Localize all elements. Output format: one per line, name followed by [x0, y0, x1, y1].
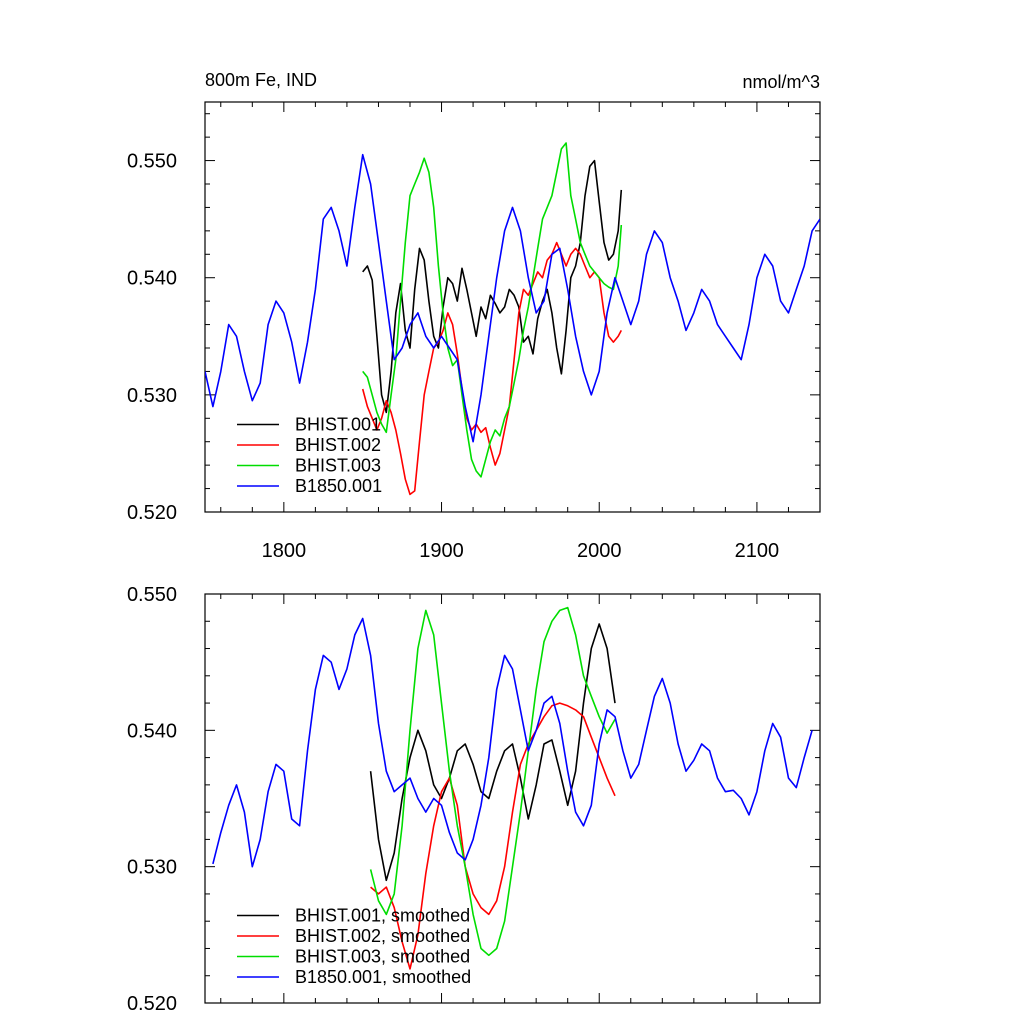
top-series-line-bhist-001 [362, 159, 623, 414]
top-plot-frame [204, 101, 821, 513]
bottom-y-tick-label: 0.530 [127, 857, 177, 879]
top-legend-label-bhist-002: BHIST.002 [295, 435, 381, 455]
bottom-legend-label-b1850-001-smoothed: B1850.001, smoothed [295, 967, 471, 987]
top-legend-label-bhist-001: BHIST.001 [295, 415, 381, 435]
top-legend-label-b1850-001: B1850.001 [295, 476, 382, 496]
bottom-y-tick-label: 0.520 [127, 993, 177, 1015]
top-x-tick-label: 2000 [577, 540, 622, 562]
top-x-tick-label: 2100 [735, 540, 780, 562]
top-x-tick-label: 1900 [419, 540, 464, 562]
bottom-series-line-bhist-003-smoothed [369, 606, 616, 957]
bottom-y-tick-label: 0.550 [127, 584, 177, 606]
bottom-plot-frame [204, 593, 821, 1004]
top-legend-label-bhist-003: BHIST.003 [295, 456, 381, 476]
bottom-legend-label-bhist-003-smoothed: BHIST.003, smoothed [295, 947, 470, 967]
bottom-legend-label-bhist-001-smoothed: BHIST.001, smoothed [295, 906, 470, 926]
bottom-series-line-b1850-001-smoothed [212, 617, 813, 868]
top-series-line-bhist-002 [361, 241, 623, 496]
bottom-y-tick-label: 0.540 [127, 720, 177, 742]
bottom-series-line-bhist-002-smoothed [370, 702, 616, 970]
top-y-tick-label: 0.550 [127, 151, 177, 173]
top-x-tick-label: 1800 [262, 540, 307, 562]
bottom-series-line-bhist-001-smoothed [369, 623, 616, 882]
top-chart-title: 800m Fe, IND [205, 70, 317, 90]
top-series-line-bhist-003 [362, 142, 623, 478]
top-y-tick-label: 0.540 [127, 268, 177, 290]
top-y-tick-label: 0.530 [127, 385, 177, 407]
top-series-line-b1850-001 [205, 153, 820, 443]
bottom-legend-label-bhist-002-smoothed: BHIST.002, smoothed [295, 926, 470, 946]
top-y-tick-label: 0.520 [127, 502, 177, 524]
top-chart-units: nmol/m^3 [743, 72, 820, 92]
